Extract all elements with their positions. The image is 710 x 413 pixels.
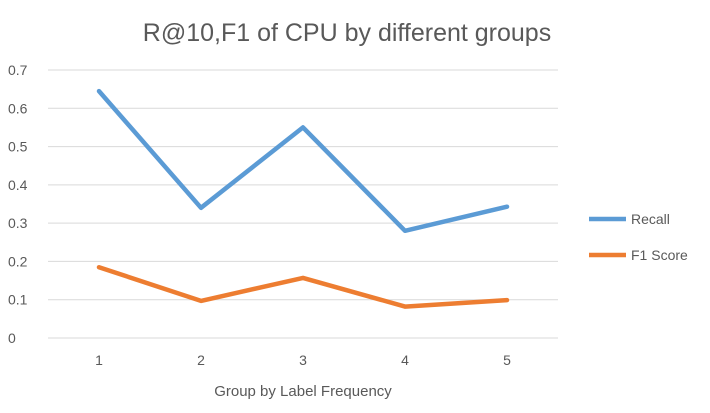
series-lines [96, 88, 510, 309]
x-tick-label: 1 [95, 352, 103, 368]
chart-title: R@10,F1 of CPU by different groups [143, 19, 551, 47]
legend: Recall F1 Score [589, 211, 688, 263]
x-axis-label: Group by Label Frequency [214, 383, 392, 400]
y-axis-ticks: 0 0.1 0.2 0.3 0.4 0.5 0.6 0.7 [8, 62, 28, 346]
x-tick-label: 3 [299, 352, 307, 368]
y-tick-label: 0.7 [8, 62, 28, 78]
x-tick-label: 5 [503, 352, 511, 368]
y-tick-label: 0.4 [8, 177, 28, 193]
legend-label: F1 Score [631, 247, 688, 263]
x-tick-label: 2 [197, 352, 205, 368]
x-axis-ticks: 1 2 3 4 5 [95, 352, 511, 368]
y-tick-label: 0.1 [8, 292, 28, 308]
gridlines [48, 69, 558, 339]
y-tick-label: 0.2 [8, 253, 28, 269]
y-tick-label: 0.6 [8, 100, 28, 116]
y-tick-label: 0.5 [8, 139, 28, 155]
legend-label: Recall [631, 211, 670, 227]
y-tick-label: 0.3 [8, 215, 28, 231]
y-tick-label: 0 [8, 330, 16, 346]
x-tick-label: 4 [401, 352, 409, 368]
